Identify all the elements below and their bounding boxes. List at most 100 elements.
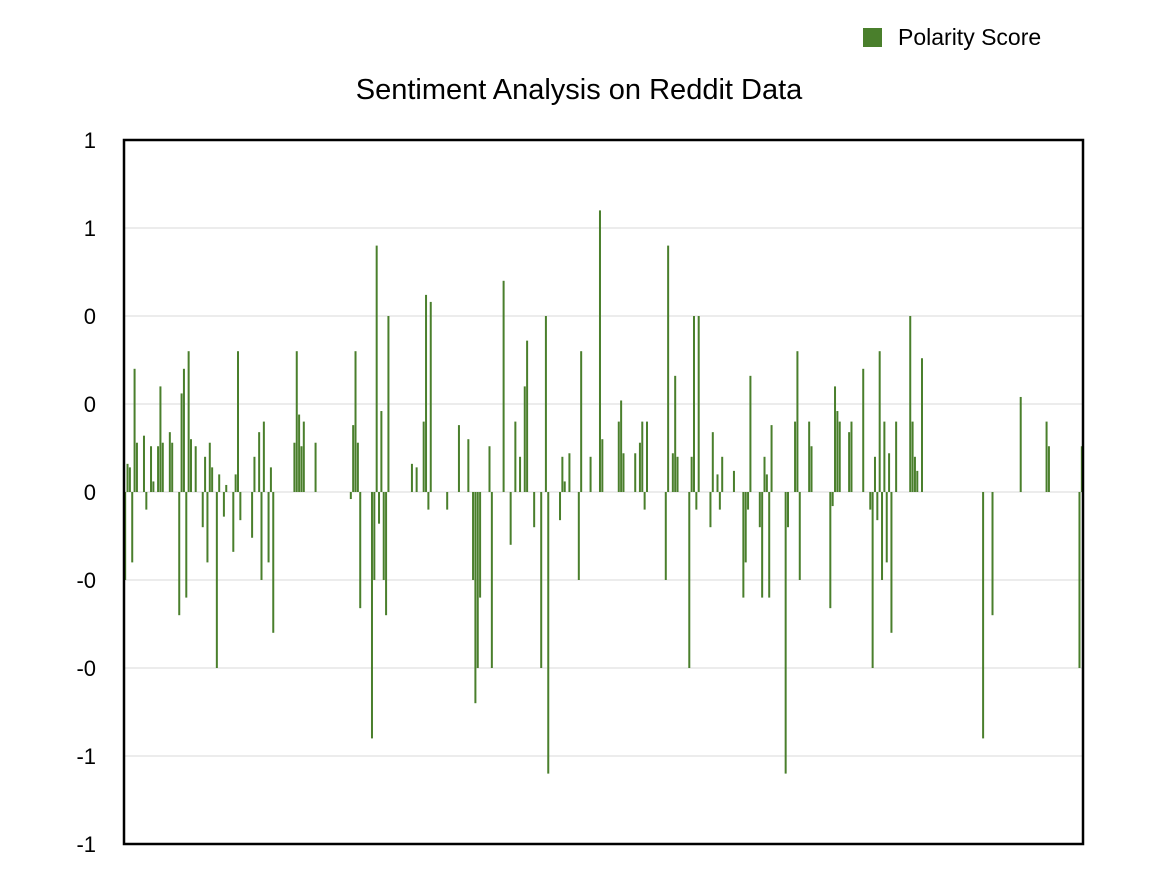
bar [293,442,296,492]
bar [182,368,185,492]
bar [178,492,181,616]
bar [222,492,225,517]
bar [272,492,275,633]
bar [201,492,204,528]
bar [159,386,162,492]
bar [1078,492,1081,668]
bar [744,492,747,563]
bar [862,368,865,492]
bar [869,492,872,510]
bar [890,492,893,633]
bar [258,432,261,492]
bar [697,316,700,492]
y-tick-label: 0 [84,304,96,329]
bar [126,463,129,492]
bar [490,492,493,668]
bar [133,368,136,492]
bar [157,446,160,492]
bar [873,456,876,492]
bar [674,375,677,492]
bar [1045,421,1048,492]
bar [709,492,712,528]
bar [761,492,764,598]
bar [561,456,564,492]
bar [502,280,505,492]
bars [124,210,1083,774]
bar [794,421,797,492]
bar [617,421,620,492]
bar [885,492,888,563]
bar [638,442,641,492]
bar [410,463,413,492]
bar [142,435,145,492]
bar [239,492,242,521]
bar [568,453,571,492]
bar [695,492,698,510]
bar [770,425,773,492]
bar [836,411,839,492]
bar [422,421,425,492]
bar [991,492,994,616]
plot-frame [122,138,1085,846]
bar [352,425,355,492]
bar [349,492,352,500]
bar [747,492,750,510]
bar [161,442,164,492]
y-tick-label: -0 [76,568,96,593]
bar [135,442,138,492]
y-tick-label: -0 [76,656,96,681]
bar [716,474,719,492]
bar [920,358,923,492]
bar [559,492,562,521]
bar [171,442,174,492]
bar [425,294,428,492]
bar [690,456,693,492]
bar [128,467,131,492]
bar [848,432,851,492]
bar [563,481,566,492]
bar [380,411,383,492]
bar [758,492,761,528]
bar [457,425,460,492]
bar [895,421,898,492]
bar [472,492,475,580]
y-tick-label: -1 [76,744,96,769]
bar [850,421,853,492]
legend: Polarity Score [863,24,1041,51]
bar [577,492,580,580]
bar [523,386,526,492]
bar [589,456,592,492]
bar [427,492,430,510]
bar [298,414,301,492]
bar [145,492,148,510]
bar [544,316,547,492]
bar [622,453,625,492]
y-tick-label: 1 [84,128,96,153]
bar [234,474,237,492]
bar [878,351,881,492]
bar [302,421,305,492]
bar [218,474,221,492]
bar [168,432,171,492]
bar [370,492,373,739]
bar [488,446,491,492]
bar [798,492,801,580]
bar [232,492,235,552]
bar [913,456,916,492]
gridlines [124,227,1083,757]
y-tick-labels: 1 1 0 0 0 -0 -0 -1 -1 [76,128,96,857]
bar [269,467,272,492]
bar [251,492,254,538]
bar [476,492,479,668]
bar [692,316,695,492]
y-tick-label: 0 [84,480,96,505]
bar [474,492,477,704]
bar [382,492,385,580]
y-tick-label: 0 [84,392,96,417]
bar [260,492,263,580]
bar [295,351,298,492]
bar [763,456,766,492]
bar [601,439,604,492]
bar [387,316,390,492]
